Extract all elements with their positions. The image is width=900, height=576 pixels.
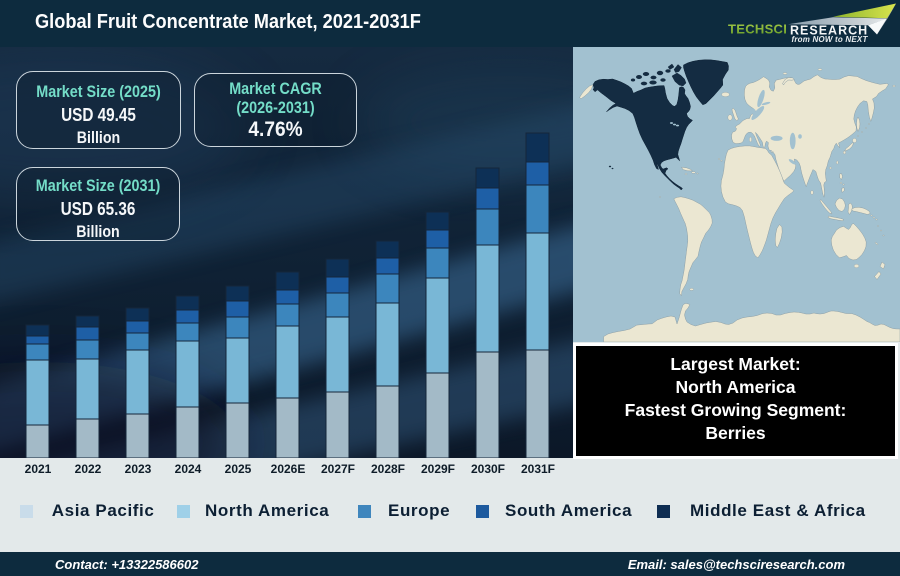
svg-text:RESEARCH: RESEARCH bbox=[790, 24, 868, 38]
svg-text:from NOW to NEXT: from NOW to NEXT bbox=[791, 35, 868, 44]
svg-text:TECHSCI: TECHSCI bbox=[728, 22, 787, 37]
